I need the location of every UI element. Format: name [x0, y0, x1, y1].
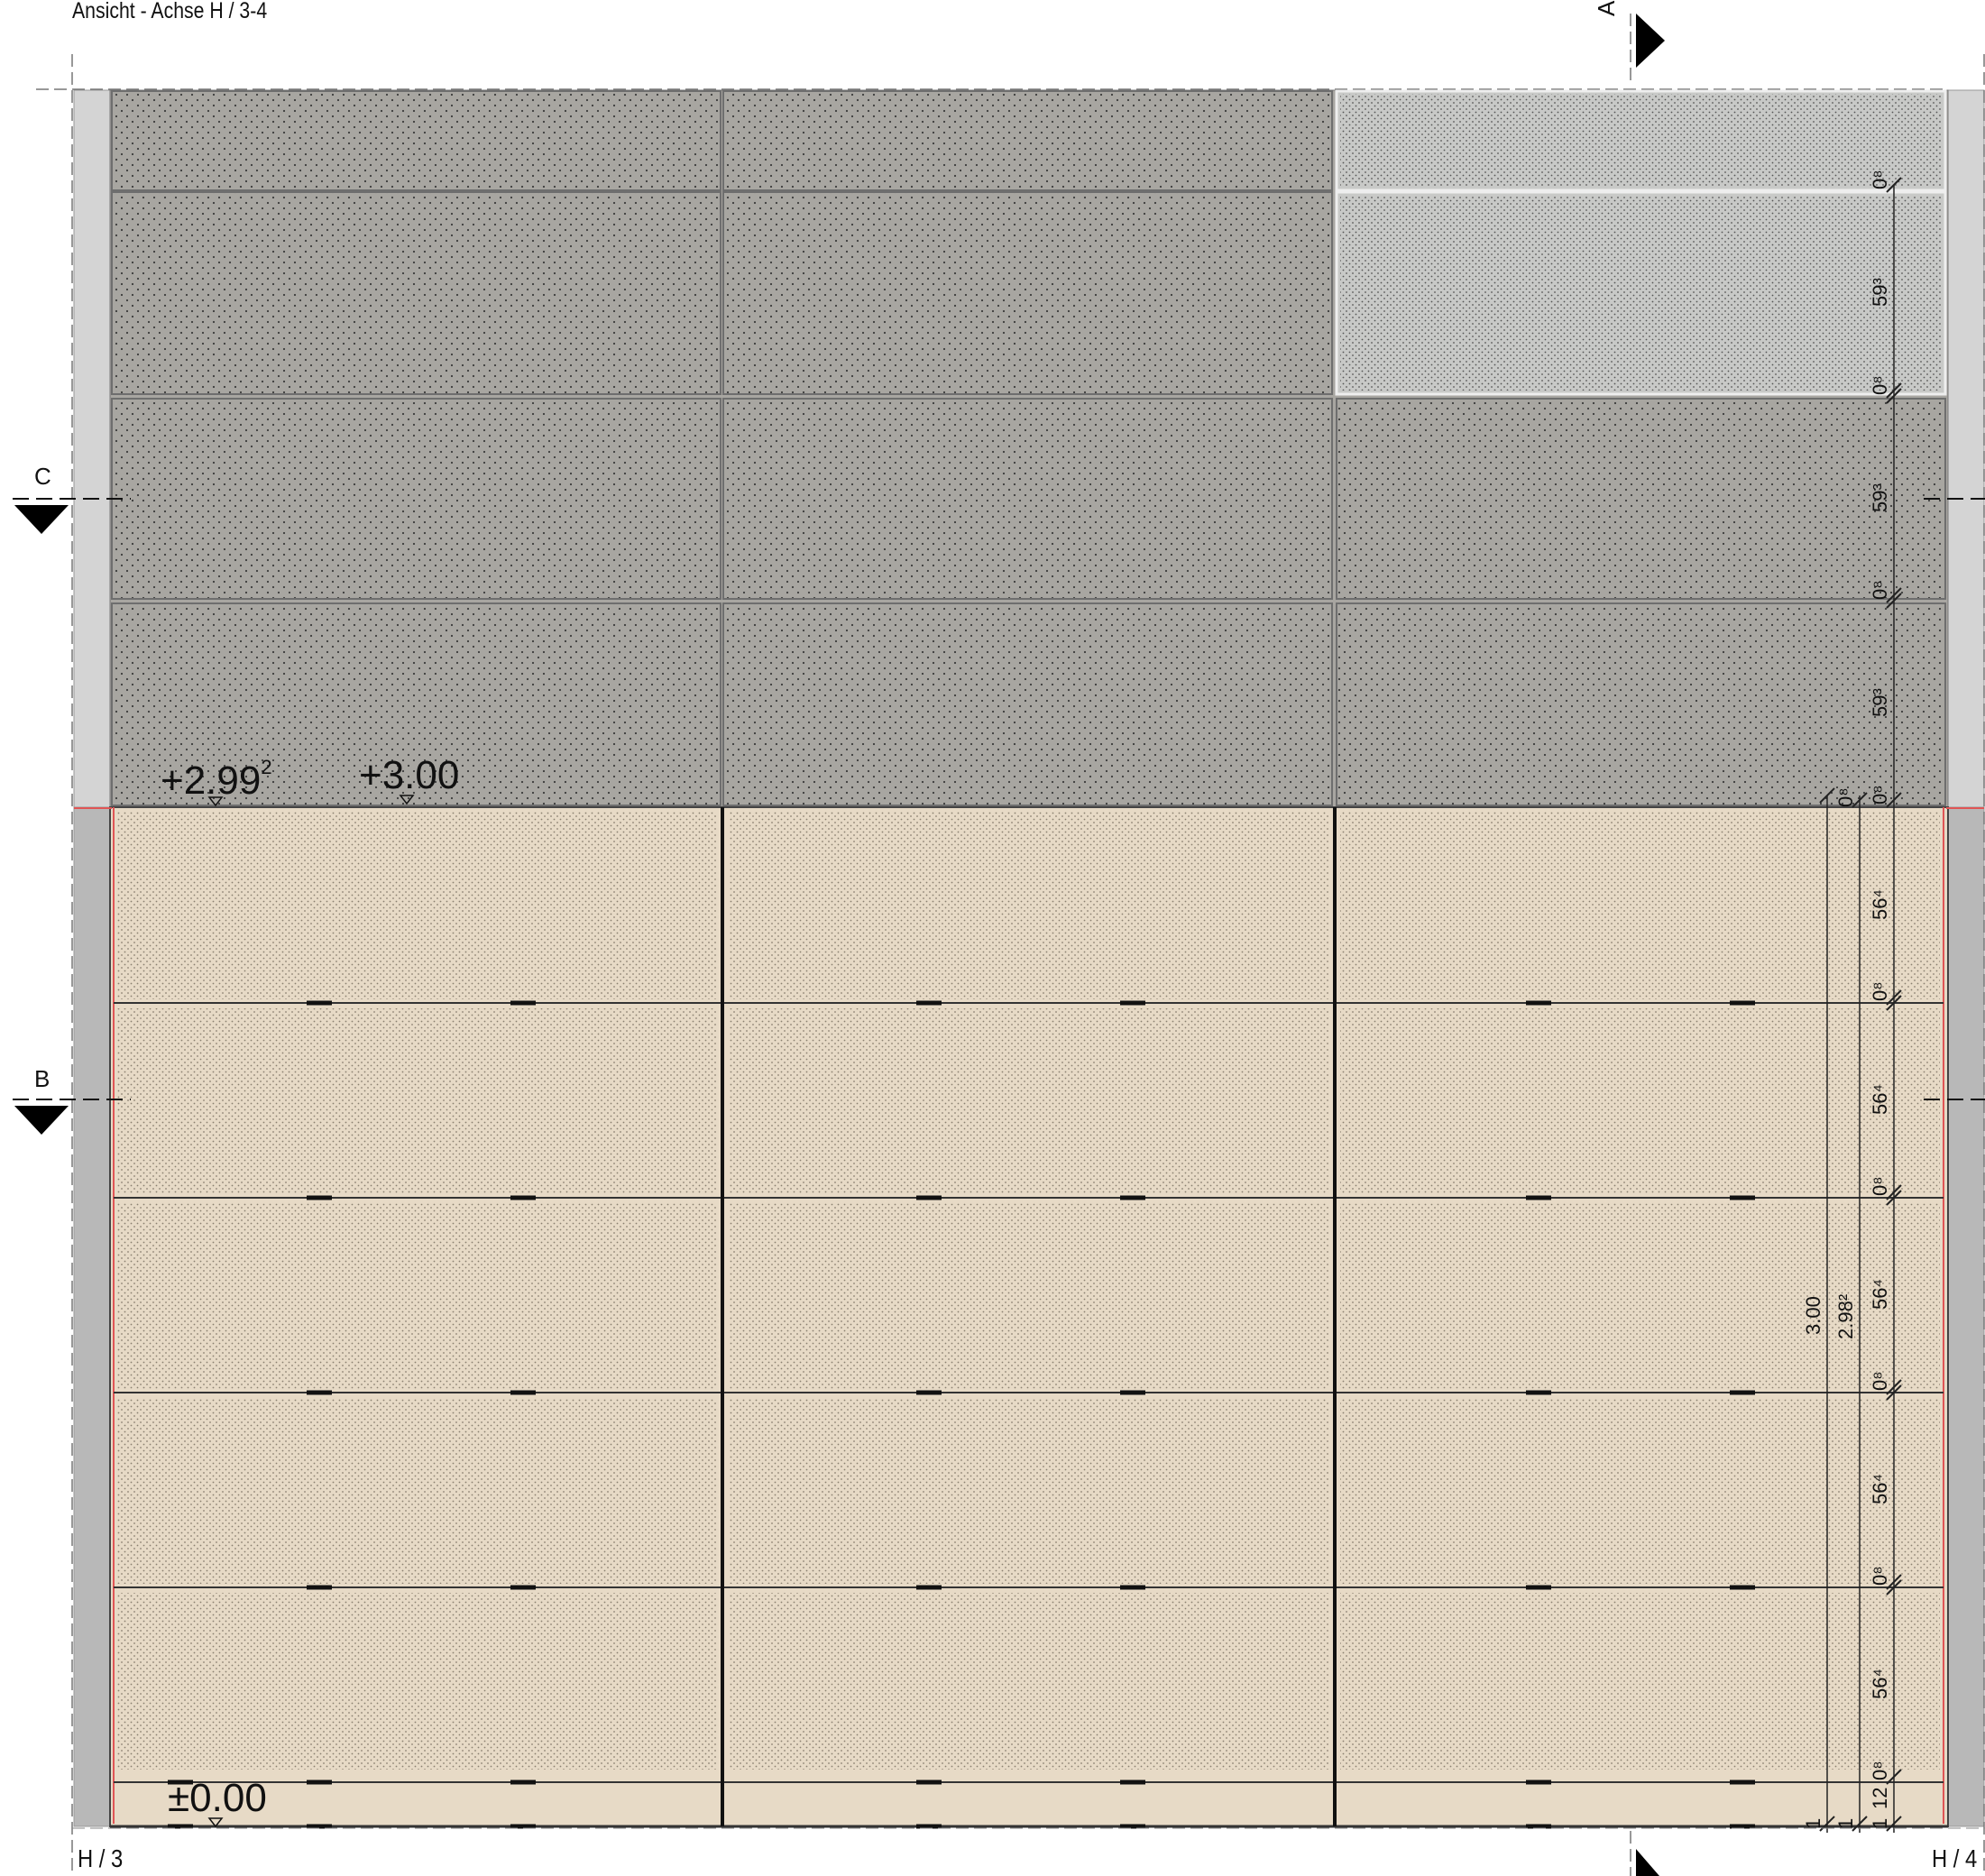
lower-panel [729, 1398, 1328, 1584]
dimension-ticks [1819, 177, 1902, 1832]
axis-label-right: H / 4 [1932, 1844, 1978, 1872]
upper-panel [1336, 602, 1946, 806]
section-c-marker [13, 498, 1985, 534]
lower-panel [1340, 1593, 1940, 1770]
upper-panel [722, 602, 1333, 806]
lower-panel [117, 1593, 717, 1770]
right-strip-upper [1947, 89, 1985, 808]
dim-label: 0⁸ [1869, 785, 1891, 805]
dimension-lines [1826, 185, 1895, 1833]
elevation-main: +2.99 [161, 759, 262, 803]
lower-panel [1340, 1203, 1940, 1389]
lower-panel [729, 812, 1328, 999]
dim-label: 3.00 [1802, 1296, 1824, 1335]
elevation-label-ground: ±0.00 [168, 1776, 267, 1820]
upper-panel [1336, 398, 1946, 600]
section-a-marker [1636, 14, 1665, 1876]
dim-label: 56⁴ [1869, 889, 1891, 920]
dim-label: 0⁸ [1869, 1761, 1891, 1780]
elevation-label-top-level: +3.00 [359, 753, 460, 797]
upper-panel [722, 398, 1333, 600]
upper-panel-grid [111, 89, 1947, 806]
dim-label: 59³ [1869, 278, 1891, 307]
lower-panel [729, 1593, 1328, 1770]
upper-panel-light [1335, 89, 1947, 192]
elevation-sup: 2 [261, 756, 272, 778]
left-strip-upper [73, 89, 111, 808]
dim-label: 56⁴ [1869, 1474, 1891, 1504]
dim-label: 56⁴ [1869, 1279, 1891, 1310]
upper-panel [722, 191, 1333, 395]
upper-panel-light [1335, 190, 1947, 396]
lower-panel [117, 812, 717, 999]
lower-panel [117, 1203, 717, 1389]
right-strip-lower [1947, 806, 1985, 1827]
upper-panel [722, 90, 1333, 191]
upper-panel [111, 602, 721, 806]
dim-label: 0⁸ [1869, 375, 1891, 395]
lower-panel [117, 1398, 717, 1584]
dim-label: 0⁸ [1869, 1371, 1891, 1391]
dim-label: 59³ [1869, 483, 1891, 512]
dim-label: 0⁸ [1869, 1566, 1891, 1586]
lower-vertical-joints [721, 807, 1337, 1826]
dim-label: 56⁴ [1869, 1669, 1891, 1699]
lower-joints [110, 1002, 1948, 1828]
section-b-label: B [34, 1065, 51, 1092]
dim-label: 1 [1869, 1818, 1891, 1829]
lower-panel [1340, 812, 1940, 999]
dim-label: 0⁸ [1869, 981, 1891, 1001]
lower-panel-grid [117, 812, 1940, 1770]
dim-label: 2.98² [1834, 1294, 1857, 1339]
elevation-triangle-icon [207, 1817, 224, 1828]
dim-label: 59³ [1869, 688, 1891, 717]
dim-label: 0⁸ [1869, 580, 1891, 600]
upper-panel [111, 90, 721, 191]
dim-label: 0⁸ [1869, 1176, 1891, 1196]
dim-label: 1 [1802, 1818, 1824, 1829]
dim-label: 1 [1834, 1818, 1857, 1829]
upper-panel [111, 191, 721, 395]
lower-panel [1340, 1398, 1940, 1584]
joint-brackets [168, 1000, 1755, 1829]
left-strip-lower [73, 806, 111, 1827]
upper-panel [111, 398, 721, 600]
elevation-label-top-of-wall: +2.992 [161, 758, 272, 801]
dim-label: 0⁸ [1834, 787, 1857, 807]
lower-panel [729, 1008, 1328, 1194]
section-a-label: A [1593, 0, 1620, 16]
elevation-triangle-icon [399, 795, 415, 805]
lower-panel [1340, 1008, 1940, 1194]
section-a-arrow-icon [1636, 14, 1665, 68]
lower-panel [117, 1008, 717, 1194]
dim-label: 12 [1869, 1788, 1891, 1809]
dim-label: 0⁸ [1869, 170, 1891, 189]
section-c-label: C [34, 463, 51, 490]
dimension-labels: 0⁸ 59³ 0⁸ 59³ 0⁸ 59³ 0⁸ 56⁴ 0⁸ 56⁴ 0⁸ 56… [1802, 170, 1891, 1829]
elevation-triangle-icon [207, 796, 224, 807]
section-b-marker [13, 1099, 1985, 1135]
section-a-arrow-bottom-icon [1636, 1849, 1659, 1876]
dim-label: 56⁴ [1869, 1084, 1891, 1115]
axis-label-left: H / 3 [78, 1844, 124, 1872]
section-c-arrow-icon [14, 505, 69, 534]
drawing-title: Ansicht - Achse H / 3-4 [72, 0, 268, 23]
section-b-arrow-icon [14, 1106, 69, 1135]
lower-panel [729, 1203, 1328, 1389]
